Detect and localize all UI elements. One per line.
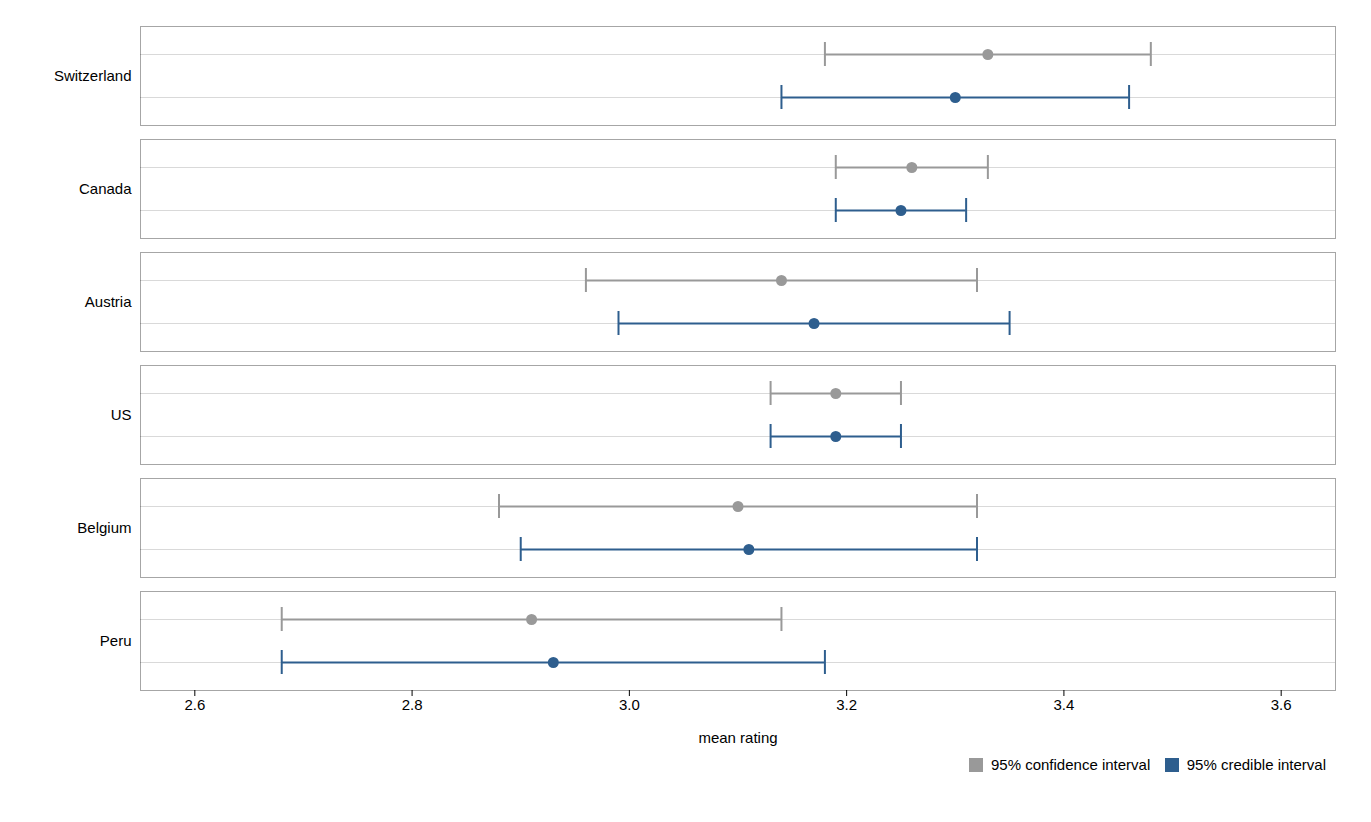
html-text:95% credible interval: 95% credible interval [1186,756,1326,773]
svg-text:Belgium: Belgium [77,519,131,536]
svg-text:3.4: 3.4 [1053,696,1074,713]
svg-text:2.6: 2.6 [184,696,205,713]
svg-text:mean rating: mean rating [698,729,777,746]
svg-text:3.2: 3.2 [836,696,857,713]
svg-text:Switzerland: Switzerland [54,67,132,84]
svg-text:3.6: 3.6 [1271,696,1292,713]
svg-text:Canada: Canada [79,180,132,197]
svg-text:3.0: 3.0 [619,696,640,713]
svg-text:Peru: Peru [100,632,132,649]
svg-text:US: US [111,406,132,423]
svg-text:Austria: Austria [85,293,132,310]
html-text:95% confidence interval: 95% confidence interval [991,756,1151,773]
svg-text:2.8: 2.8 [402,696,423,713]
